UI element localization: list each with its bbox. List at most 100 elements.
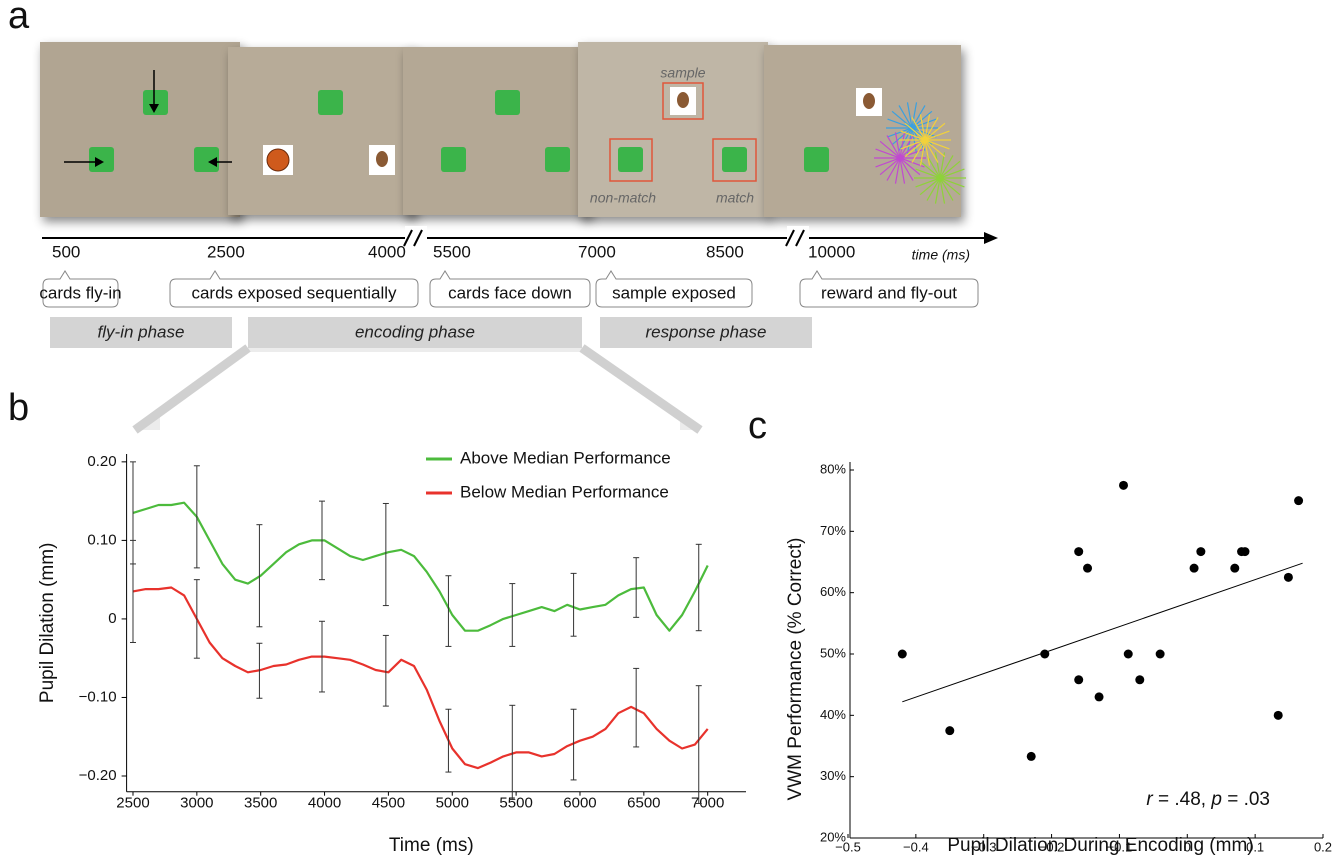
screen bbox=[403, 47, 590, 215]
card bbox=[143, 90, 168, 115]
event-callout bbox=[169, 270, 419, 308]
firework-ray bbox=[899, 157, 914, 181]
y-tick-label: 70% bbox=[820, 523, 846, 538]
annotation-part: p bbox=[1210, 789, 1222, 810]
firework-ray bbox=[886, 157, 901, 181]
screens: sample non-match match bbox=[40, 42, 966, 217]
axis-break bbox=[403, 229, 413, 247]
firework-ray bbox=[919, 139, 926, 166]
x-tick-label: −0.4 bbox=[903, 839, 929, 854]
phases: fly-in phase encoding phase response phase bbox=[50, 317, 812, 348]
y-tick-label: 0.20 bbox=[87, 453, 116, 470]
firework-ray bbox=[887, 127, 913, 138]
event-label: cards fly-in bbox=[39, 283, 121, 302]
panel-label: a bbox=[8, 0, 30, 37]
card bbox=[545, 147, 570, 172]
screen bbox=[578, 42, 768, 217]
y-tick-label: 0 bbox=[108, 610, 116, 627]
events: cards fly-in cards exposed sequentially ca… bbox=[39, 270, 979, 308]
timeline-tick-label: 4000 bbox=[368, 242, 406, 261]
x-tick-label: 0.1 bbox=[1246, 839, 1264, 854]
firework-ray bbox=[939, 155, 954, 179]
firework-ray bbox=[924, 130, 950, 141]
event-label: cards face down bbox=[448, 283, 572, 302]
firework-ray bbox=[939, 177, 954, 201]
legend-label: Above Median Performance bbox=[460, 448, 671, 467]
point bbox=[1294, 496, 1304, 506]
firework-ray bbox=[911, 102, 918, 129]
firework-ray bbox=[939, 177, 961, 196]
event-label: reward and fly-out bbox=[821, 283, 957, 302]
firework-ray bbox=[911, 127, 918, 154]
zoom-line bbox=[579, 344, 703, 434]
firework-ray bbox=[934, 152, 941, 179]
phase-label: response phase bbox=[646, 322, 767, 341]
x-tick-label: 4000 bbox=[308, 795, 341, 812]
firework-ray bbox=[924, 122, 946, 141]
firework-ray bbox=[919, 177, 941, 196]
x-tick-label: 3000 bbox=[180, 795, 213, 812]
firework-ray bbox=[939, 177, 946, 204]
event-label: sample exposed bbox=[612, 283, 736, 302]
x-tick-label: 3500 bbox=[244, 795, 277, 812]
timeline-tick-label: 7000 bbox=[578, 242, 616, 261]
timeline-tick-label: 8500 bbox=[706, 242, 744, 261]
firework-ray bbox=[926, 177, 941, 201]
highlight bbox=[712, 138, 757, 182]
firework-ray bbox=[900, 130, 926, 141]
firework-ray bbox=[911, 118, 937, 129]
point bbox=[1283, 572, 1293, 582]
point bbox=[1119, 480, 1128, 490]
annotation-part: = .03 bbox=[1222, 789, 1270, 810]
firework-ray bbox=[939, 168, 965, 179]
x-tick-label: 6500 bbox=[627, 795, 660, 812]
legend-label: Below Median Performance bbox=[460, 482, 669, 501]
firework-ray bbox=[898, 127, 913, 151]
event-callout bbox=[42, 270, 119, 308]
x-tick-label: 5500 bbox=[499, 795, 532, 812]
firework-ray bbox=[924, 114, 931, 141]
zoom-line bbox=[132, 344, 251, 434]
point bbox=[1230, 563, 1240, 573]
firework-ray bbox=[924, 139, 931, 166]
x-tick-label: 6000 bbox=[563, 795, 596, 812]
firework-ray bbox=[919, 114, 926, 141]
axis-break bbox=[413, 229, 423, 247]
event-label: cards exposed sequentially bbox=[191, 283, 397, 302]
axis-break bbox=[785, 229, 795, 247]
card bbox=[618, 147, 643, 172]
annotation: r = .48, p = .03 bbox=[1146, 789, 1270, 810]
point bbox=[1189, 563, 1199, 573]
point bbox=[945, 726, 955, 736]
phase-bar bbox=[248, 317, 582, 348]
highlight bbox=[609, 138, 653, 182]
x-tick-label: 4500 bbox=[372, 795, 405, 812]
event-callout bbox=[595, 270, 753, 308]
dog bbox=[863, 93, 875, 109]
card bbox=[89, 147, 114, 172]
firework-ray bbox=[894, 132, 901, 159]
firework-ray bbox=[911, 127, 926, 151]
point bbox=[1074, 675, 1084, 685]
screen bbox=[228, 47, 415, 215]
firework-ray bbox=[891, 110, 913, 129]
y-tick-label: 30% bbox=[820, 768, 846, 783]
firework-ray bbox=[924, 139, 939, 163]
firework-ray bbox=[900, 139, 926, 150]
firework-ray bbox=[904, 139, 926, 158]
firework-ray bbox=[919, 160, 941, 179]
arrow-head bbox=[149, 104, 159, 113]
firework-ray bbox=[939, 177, 965, 188]
y-tick-label: −0.10 bbox=[79, 688, 117, 705]
firework-ray bbox=[899, 140, 921, 159]
screen-label: non-match bbox=[590, 190, 656, 206]
point bbox=[1026, 751, 1036, 761]
x-tick-label: 5000 bbox=[436, 795, 469, 812]
x-tick-label: 0 bbox=[1184, 839, 1191, 854]
firework-ray bbox=[915, 177, 941, 188]
firework-ray bbox=[887, 118, 913, 129]
arrow-head bbox=[95, 157, 104, 167]
card bbox=[441, 147, 466, 172]
point bbox=[1083, 563, 1093, 573]
